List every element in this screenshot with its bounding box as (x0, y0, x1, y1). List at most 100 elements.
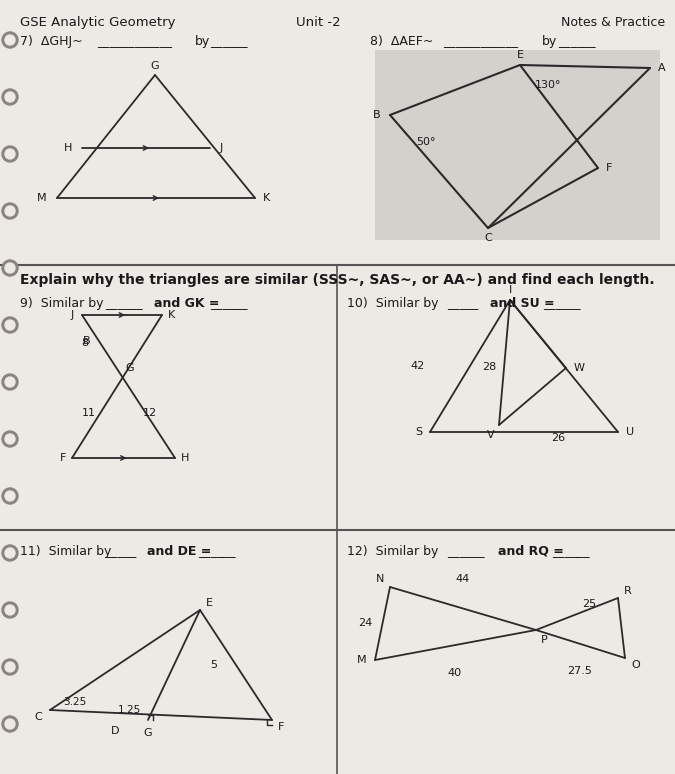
Text: 11)  Similar by: 11) Similar by (20, 545, 111, 558)
Circle shape (5, 605, 15, 615)
Text: D: D (111, 726, 119, 736)
Text: Explain why the triangles are similar (SSS~, SAS~, or AA~) and find each length.: Explain why the triangles are similar (S… (20, 273, 655, 287)
Circle shape (5, 206, 15, 216)
Text: S: S (415, 427, 422, 437)
Text: by: by (542, 35, 558, 48)
Text: M: M (357, 655, 367, 665)
Text: GSE Analytic Geometry: GSE Analytic Geometry (20, 16, 176, 29)
Circle shape (2, 203, 18, 219)
Text: ______: ______ (552, 545, 589, 558)
Circle shape (5, 719, 15, 729)
Circle shape (5, 662, 15, 672)
Text: ____________: ____________ (97, 35, 172, 48)
Text: 27.5: 27.5 (568, 666, 593, 676)
Text: I: I (508, 285, 512, 295)
Text: 3.25: 3.25 (63, 697, 86, 707)
Circle shape (2, 545, 18, 561)
Text: H: H (181, 453, 190, 463)
Text: ____________: ____________ (443, 35, 518, 48)
Circle shape (5, 92, 15, 102)
Text: 8: 8 (81, 338, 88, 348)
Text: W: W (574, 363, 585, 373)
Text: 50°: 50° (416, 137, 435, 147)
Text: J: J (220, 143, 223, 153)
Text: 25: 25 (582, 599, 596, 609)
Text: P: P (541, 635, 547, 645)
Text: 1.25: 1.25 (117, 705, 140, 715)
Text: O: O (631, 660, 640, 670)
Text: 12: 12 (143, 408, 157, 418)
Circle shape (2, 146, 18, 162)
Text: ______: ______ (558, 35, 595, 48)
Circle shape (2, 32, 18, 48)
Text: 12)  Similar by: 12) Similar by (347, 545, 438, 558)
Text: G: G (125, 363, 134, 373)
Circle shape (2, 716, 18, 732)
Text: ______: ______ (105, 297, 142, 310)
Text: _____: _____ (447, 297, 479, 310)
Circle shape (5, 548, 15, 558)
Text: 26: 26 (551, 433, 565, 443)
Text: and SU =: and SU = (490, 297, 555, 310)
Text: Notes & Practice: Notes & Practice (561, 16, 665, 29)
Text: B: B (82, 336, 90, 346)
Circle shape (5, 434, 15, 444)
Circle shape (5, 320, 15, 330)
Text: F: F (278, 722, 284, 732)
Circle shape (2, 317, 18, 333)
Text: C: C (34, 712, 42, 722)
Text: ______: ______ (543, 297, 580, 310)
Circle shape (5, 491, 15, 501)
Circle shape (5, 35, 15, 45)
Text: 11: 11 (82, 408, 96, 418)
Text: _____: _____ (105, 545, 136, 558)
Circle shape (2, 488, 18, 504)
Text: by: by (195, 35, 210, 48)
Text: H: H (63, 143, 72, 153)
Text: U: U (626, 427, 634, 437)
Text: ______: ______ (198, 545, 236, 558)
Text: ______: ______ (210, 297, 248, 310)
Text: 10)  Similar by: 10) Similar by (347, 297, 439, 310)
Text: ______: ______ (447, 545, 485, 558)
Text: V: V (487, 430, 495, 440)
Circle shape (5, 377, 15, 387)
Circle shape (2, 89, 18, 105)
Text: 42: 42 (411, 361, 425, 371)
Text: J: J (71, 310, 74, 320)
Text: 9)  Similar by: 9) Similar by (20, 297, 103, 310)
Text: E: E (516, 50, 524, 60)
Text: K: K (263, 193, 270, 203)
Text: 40: 40 (448, 668, 462, 678)
Text: B: B (373, 110, 380, 120)
Text: F: F (59, 453, 66, 463)
Text: 28: 28 (482, 362, 496, 372)
Text: and DE =: and DE = (147, 545, 211, 558)
Bar (375, 50, 660, 240)
Text: F: F (606, 163, 612, 173)
Text: A: A (658, 63, 666, 73)
Circle shape (5, 149, 15, 159)
Text: 130°: 130° (535, 80, 562, 90)
Text: Unit -2: Unit -2 (296, 16, 340, 29)
Text: G: G (151, 61, 159, 71)
Text: R: R (624, 586, 632, 596)
Text: C: C (484, 233, 492, 243)
Circle shape (5, 263, 15, 273)
Text: 5: 5 (210, 660, 217, 670)
Text: E: E (206, 598, 213, 608)
Circle shape (2, 260, 18, 276)
Circle shape (2, 431, 18, 447)
Text: N: N (375, 574, 384, 584)
Text: K: K (168, 310, 176, 320)
Circle shape (2, 602, 18, 618)
Text: 7)  ΔGHJ~: 7) ΔGHJ~ (20, 35, 82, 48)
Text: 8)  ΔAEF~: 8) ΔAEF~ (370, 35, 433, 48)
Text: M: M (37, 193, 47, 203)
Circle shape (2, 659, 18, 675)
Text: 44: 44 (456, 574, 470, 584)
Text: 24: 24 (358, 618, 372, 628)
Text: and GK =: and GK = (154, 297, 219, 310)
Text: ______: ______ (210, 35, 248, 48)
Text: and RQ =: and RQ = (498, 545, 564, 558)
